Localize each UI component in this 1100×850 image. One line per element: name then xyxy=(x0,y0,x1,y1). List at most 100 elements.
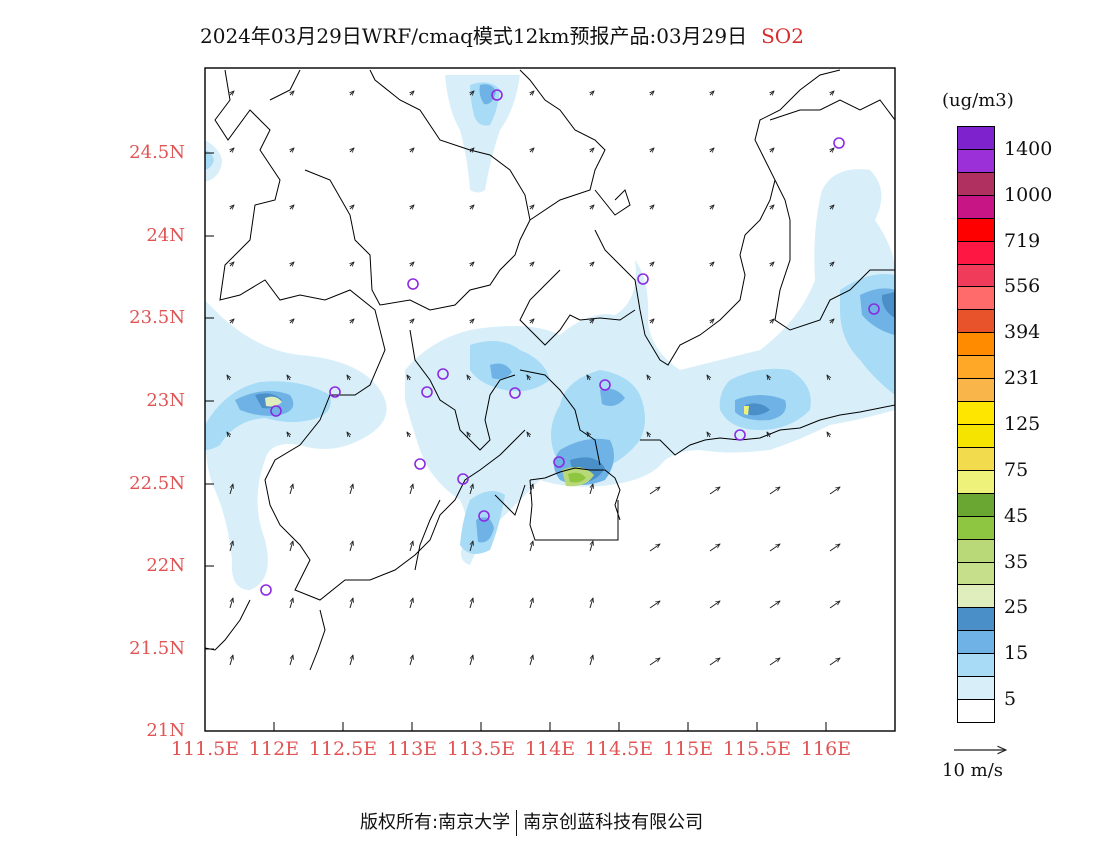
wind-arrow xyxy=(230,541,233,552)
chart-title: 2024年03月29日WRF/cmaq模式12km预报产品:03月29日 SO2 xyxy=(200,20,804,49)
wind-arrow xyxy=(410,484,413,495)
wind-arrow xyxy=(830,319,834,323)
colorbar-label: 15 xyxy=(1004,642,1029,665)
lon-label-115: 115E xyxy=(662,738,714,760)
wind-arrow xyxy=(530,541,533,552)
wind-arrow xyxy=(410,148,414,152)
colorbar-segment xyxy=(957,378,995,403)
wind-arrow xyxy=(230,91,234,95)
wind-arrow xyxy=(587,432,590,438)
colorbar-segment xyxy=(957,653,995,678)
colorbar-label: 231 xyxy=(1004,367,1041,390)
wind-arrow xyxy=(830,148,834,152)
credit-separator xyxy=(516,810,518,836)
colorbar-label: 35 xyxy=(1004,550,1029,573)
colorbar-label: 1400 xyxy=(1004,137,1053,160)
wind-arrow xyxy=(410,541,413,552)
lon-label-114-5: 114.5E xyxy=(584,738,654,760)
wind-arrow xyxy=(227,432,230,438)
colorbar-segment xyxy=(957,148,995,173)
colorbar-segment xyxy=(957,263,995,288)
lon-label-115-5: 115.5E xyxy=(722,738,792,760)
colorbar-label: 394 xyxy=(1004,321,1041,344)
concentration-field xyxy=(205,75,895,590)
wind-arrow xyxy=(350,541,353,552)
wind-arrow xyxy=(590,91,594,95)
wind-arrow xyxy=(710,205,714,209)
wind-arrow xyxy=(649,487,660,495)
colorbar-segment xyxy=(957,286,995,311)
wind-arrow xyxy=(767,432,770,438)
wind-reference-label: 10 m/s xyxy=(942,760,1003,781)
wind-arrow xyxy=(590,319,594,323)
wind-arrow xyxy=(290,319,294,323)
wind-arrow xyxy=(770,205,774,209)
wind-arrow xyxy=(710,262,714,266)
wind-arrow xyxy=(290,598,293,609)
colorbar-segment xyxy=(957,446,995,471)
wind-arrow xyxy=(770,319,774,323)
wind-arrow xyxy=(649,658,660,666)
wind-arrow xyxy=(770,91,774,95)
wind-arrow xyxy=(350,148,354,152)
wind-vectors xyxy=(227,91,840,666)
wind-arrow xyxy=(230,598,233,609)
wind-arrow xyxy=(530,484,533,495)
wind-arrow xyxy=(647,375,650,381)
wind-arrow xyxy=(290,91,294,95)
wind-arrow xyxy=(770,148,774,152)
wind-arrow xyxy=(650,148,654,152)
colorbar-label: 75 xyxy=(1004,458,1029,481)
wind-arrow xyxy=(829,658,840,666)
wind-arrow xyxy=(287,375,290,381)
colorbar-segment xyxy=(957,126,995,150)
wind-arrow xyxy=(227,375,230,381)
wind-arrow xyxy=(590,262,594,266)
wind-arrow xyxy=(827,375,830,381)
wind-arrow xyxy=(527,432,530,438)
wind-arrow xyxy=(830,262,834,266)
wind-arrow xyxy=(350,598,353,609)
colorbar-label: 125 xyxy=(1004,413,1041,435)
wind-arrow xyxy=(407,375,410,381)
colorbar-segment xyxy=(957,630,995,655)
lon-label-114: 114E xyxy=(524,738,576,760)
wind-arrow xyxy=(650,319,654,323)
wind-arrow xyxy=(230,484,233,495)
wind-arrow xyxy=(410,655,413,666)
wind-arrow xyxy=(530,598,533,609)
wind-arrow xyxy=(290,148,294,152)
wind-arrow xyxy=(587,375,590,381)
wind-arrow xyxy=(230,655,233,666)
lon-label-113-5: 113.5E xyxy=(446,738,516,760)
wind-arrow xyxy=(290,655,293,666)
colorbar-segment xyxy=(957,194,995,219)
wind-arrow xyxy=(350,262,354,266)
wind-arrow xyxy=(467,432,470,438)
wind-arrow xyxy=(530,91,534,95)
colorbar-segment xyxy=(957,561,995,586)
colorbar-segment xyxy=(957,171,995,196)
wind-arrow xyxy=(470,655,473,666)
wind-arrow xyxy=(470,484,473,495)
lon-label-111-5: 111.5E xyxy=(170,738,240,760)
wind-arrow xyxy=(650,262,654,266)
wind-arrow xyxy=(830,91,834,95)
boundaries xyxy=(205,69,895,671)
colorbar-segment xyxy=(957,699,995,723)
wind-arrow xyxy=(230,262,234,266)
wind-arrow xyxy=(530,262,534,266)
wind-arrow xyxy=(350,655,353,666)
lon-label-116: 116E xyxy=(800,738,852,760)
wind-arrow xyxy=(350,319,354,323)
wind-arrow xyxy=(590,598,593,609)
wind-arrow xyxy=(347,375,350,381)
wind-arrow xyxy=(710,91,714,95)
wind-arrow xyxy=(467,375,470,381)
wind-arrow xyxy=(530,319,534,323)
colorbar-segment xyxy=(957,538,995,563)
wind-arrow xyxy=(769,601,780,609)
colorbar-label: 45 xyxy=(1004,504,1029,527)
colorbar-label: 5 xyxy=(1004,688,1017,711)
wind-arrow xyxy=(709,487,720,495)
